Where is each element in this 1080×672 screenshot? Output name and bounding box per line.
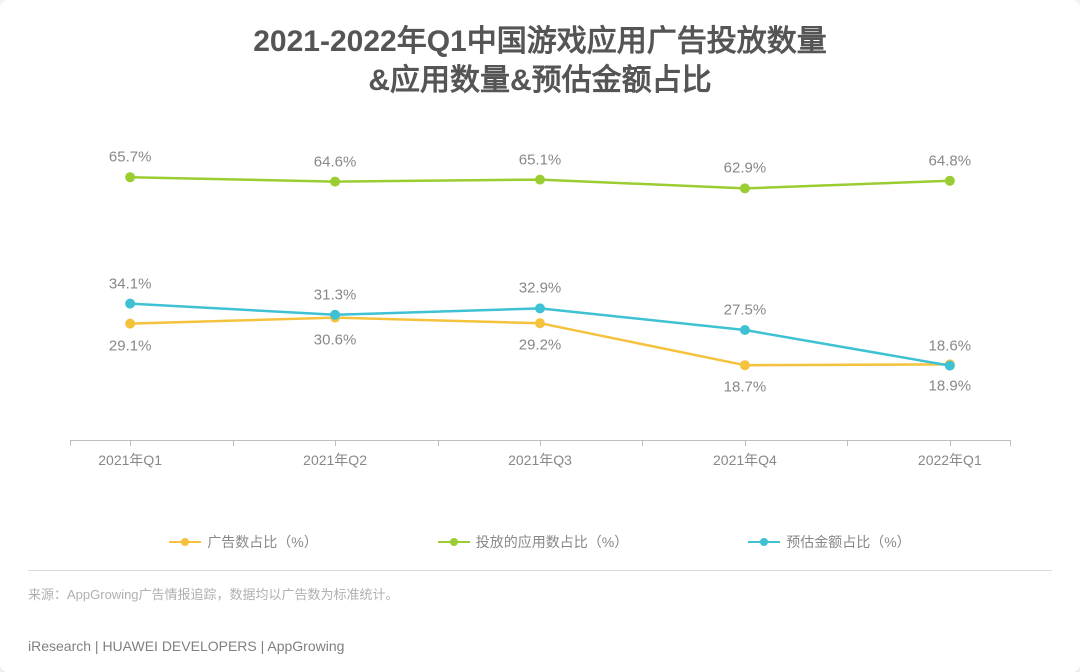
chart-title: 2021-2022年Q1中国游戏应用广告投放数量 &应用数量&预估金额占比 — [0, 0, 1080, 100]
plot-area: 29.1% 30.6% 29.2% 18.7% 18.9% 65.7% 64.6% 65.1%… — [70, 140, 1010, 440]
value-label: 34.1% — [109, 275, 152, 292]
legend-swatch — [169, 535, 201, 549]
value-label: 18.6% — [929, 337, 972, 354]
legend-label: 预估金额占比（%） — [786, 532, 910, 552]
x-tick-boundary — [70, 440, 71, 446]
x-tick-boundary — [1010, 440, 1011, 446]
value-label: 18.9% — [929, 378, 972, 395]
x-tick — [540, 440, 541, 446]
x-axis-label: 2022年Q1 — [918, 450, 982, 470]
source-note: 来源：AppGrowing广告情报追踪，数据均以广告数为标准统计。 — [28, 584, 399, 603]
value-label: 64.6% — [314, 153, 357, 170]
legend: 广告数占比（%） 投放的应用数占比（%） 预估金额占比（%） — [0, 532, 1080, 552]
chart-title-line2: &应用数量&预估金额占比 — [0, 61, 1080, 100]
value-labels-layer: 29.1% 30.6% 29.2% 18.7% 18.9% 65.7% 64.6% 65.1%… — [70, 140, 1010, 440]
x-tick — [130, 440, 131, 446]
x-axis-label: 2021年Q4 — [713, 450, 777, 470]
chart-area: 29.1% 30.6% 29.2% 18.7% 18.9% 65.7% 64.6% 65.1%… — [70, 140, 1010, 480]
legend-item: 广告数占比（%） — [169, 532, 317, 552]
value-label: 18.7% — [724, 379, 767, 396]
value-label: 29.2% — [519, 337, 562, 354]
x-axis-label: 2021年Q1 — [98, 450, 162, 470]
legend-label: 广告数占比（%） — [207, 532, 317, 552]
x-tick-separator — [642, 440, 643, 446]
x-tick-separator — [233, 440, 234, 446]
x-tick — [335, 440, 336, 446]
x-axis: 2021年Q1 2021年Q2 2021年Q3 2021年Q4 2022年Q1 — [70, 440, 1010, 480]
value-label: 64.8% — [929, 152, 972, 169]
value-label: 29.1% — [109, 337, 152, 354]
divider-line — [28, 570, 1052, 571]
value-label: 62.9% — [724, 160, 767, 177]
legend-swatch — [748, 535, 780, 549]
credits-text: iResearch | HUAWEI DEVELOPERS | AppGrowi… — [28, 638, 344, 654]
x-axis-label: 2021年Q3 — [508, 450, 572, 470]
x-axis-label: 2021年Q2 — [303, 450, 367, 470]
value-label: 65.7% — [109, 149, 152, 166]
chart-card: 2021-2022年Q1中国游戏应用广告投放数量 &应用数量&预估金额占比 29… — [0, 0, 1080, 672]
value-label: 30.6% — [314, 331, 357, 348]
x-tick — [950, 440, 951, 446]
legend-label: 投放的应用数占比（%） — [476, 532, 628, 552]
value-label: 31.3% — [314, 286, 357, 303]
legend-item: 预估金额占比（%） — [748, 532, 910, 552]
value-label: 65.1% — [519, 151, 562, 168]
x-tick-separator — [847, 440, 848, 446]
legend-item: 投放的应用数占比（%） — [438, 532, 628, 552]
x-tick-separator — [438, 440, 439, 446]
legend-swatch — [438, 535, 470, 549]
value-label: 32.9% — [519, 280, 562, 297]
chart-title-line1: 2021-2022年Q1中国游戏应用广告投放数量 — [0, 22, 1080, 61]
x-tick — [745, 440, 746, 446]
value-label: 27.5% — [724, 302, 767, 319]
